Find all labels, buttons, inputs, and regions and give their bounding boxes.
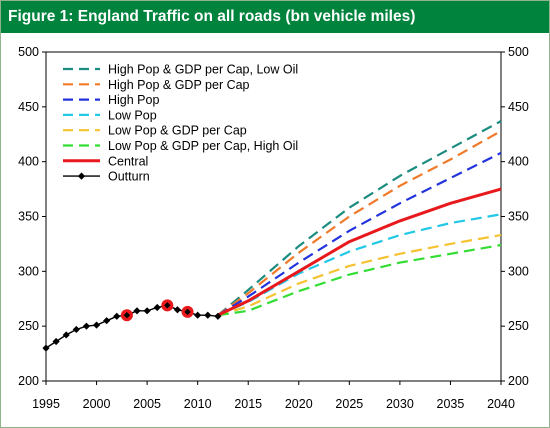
x-tick-label: 2010 xyxy=(184,397,212,411)
x-tick-label: 2030 xyxy=(386,397,414,411)
y-tick-label-left: 300 xyxy=(18,264,39,278)
chart-series xyxy=(42,120,502,352)
outturn-marker xyxy=(103,317,111,325)
y-tick-label-left: 250 xyxy=(18,319,39,333)
outturn-marker xyxy=(123,312,131,319)
legend-label-1: High Pop & GDP per Cap xyxy=(108,78,250,92)
outturn-marker xyxy=(62,331,70,339)
x-tick-label: 2020 xyxy=(285,397,313,411)
series-line-4 xyxy=(217,234,502,317)
series-line-5 xyxy=(217,243,502,317)
legend-label-4: Low Pop & GDP per Cap xyxy=(108,124,247,138)
outturn-marker xyxy=(153,303,161,312)
title-bar: Figure 1: England Traffic on all roads (… xyxy=(1,1,549,33)
outturn-marker xyxy=(42,344,50,352)
outturn-marker xyxy=(72,325,80,334)
outturn-marker xyxy=(214,312,222,320)
y-tick-label-right: 300 xyxy=(508,264,529,278)
x-tick-label: 1995 xyxy=(32,397,60,411)
outturn-marker xyxy=(82,322,91,330)
legend-label-6: Central xyxy=(108,154,148,168)
outturn-marker xyxy=(143,307,151,315)
outturn-marker xyxy=(133,307,141,315)
outturn-marker xyxy=(194,311,202,319)
x-tick-label: 2005 xyxy=(133,397,161,411)
outturn-marker xyxy=(52,337,60,346)
y-tick-label-right: 250 xyxy=(508,319,529,333)
legend-label-3: Low Pop xyxy=(108,108,157,122)
y-tick-label-right: 200 xyxy=(508,374,529,388)
chart-title: Figure 1: England Traffic on all roads (… xyxy=(8,8,416,25)
y-tick-label-right: 450 xyxy=(508,100,529,114)
y-tick-label-left: 500 xyxy=(18,45,39,59)
y-tick-label-left: 450 xyxy=(18,100,39,114)
outturn-marker xyxy=(173,306,182,314)
series-line-0 xyxy=(217,120,502,317)
x-tick-label: 2040 xyxy=(487,397,515,411)
outturn-marker xyxy=(184,308,191,316)
y-tick-label-right: 350 xyxy=(508,210,529,224)
outturn-marker xyxy=(113,312,121,320)
legend-marker xyxy=(77,172,86,180)
x-tick-label: 2015 xyxy=(234,397,262,411)
outturn-marker xyxy=(204,311,212,319)
legend-label-5: Low Pop & GDP per Cap, High Oil xyxy=(108,139,298,153)
y-tick-label-left: 350 xyxy=(18,210,39,224)
series-line-2 xyxy=(217,151,502,317)
series-line-3 xyxy=(217,213,502,317)
legend-label-2: High Pop xyxy=(108,93,159,107)
x-tick-label: 2000 xyxy=(83,397,111,411)
series-line-1 xyxy=(217,130,502,317)
chart-axes: 200 200 250 250 300 300 350 350 400 400 450 450 500 5… xyxy=(18,45,529,411)
outturn-marker xyxy=(92,321,101,329)
y-tick-label-right: 400 xyxy=(508,155,529,169)
x-tick-label: 2035 xyxy=(437,397,465,411)
y-tick-label-left: 400 xyxy=(18,155,39,169)
x-tick-label: 2025 xyxy=(335,397,363,411)
y-tick-label-right: 500 xyxy=(508,45,529,59)
legend-label-7: Outturn xyxy=(108,170,150,184)
y-tick-label-left: 200 xyxy=(18,374,39,388)
outturn-marker xyxy=(164,302,171,309)
series-line-6 xyxy=(217,187,502,317)
legend-label-0: High Pop & GDP per Cap, Low Oil xyxy=(108,63,298,77)
